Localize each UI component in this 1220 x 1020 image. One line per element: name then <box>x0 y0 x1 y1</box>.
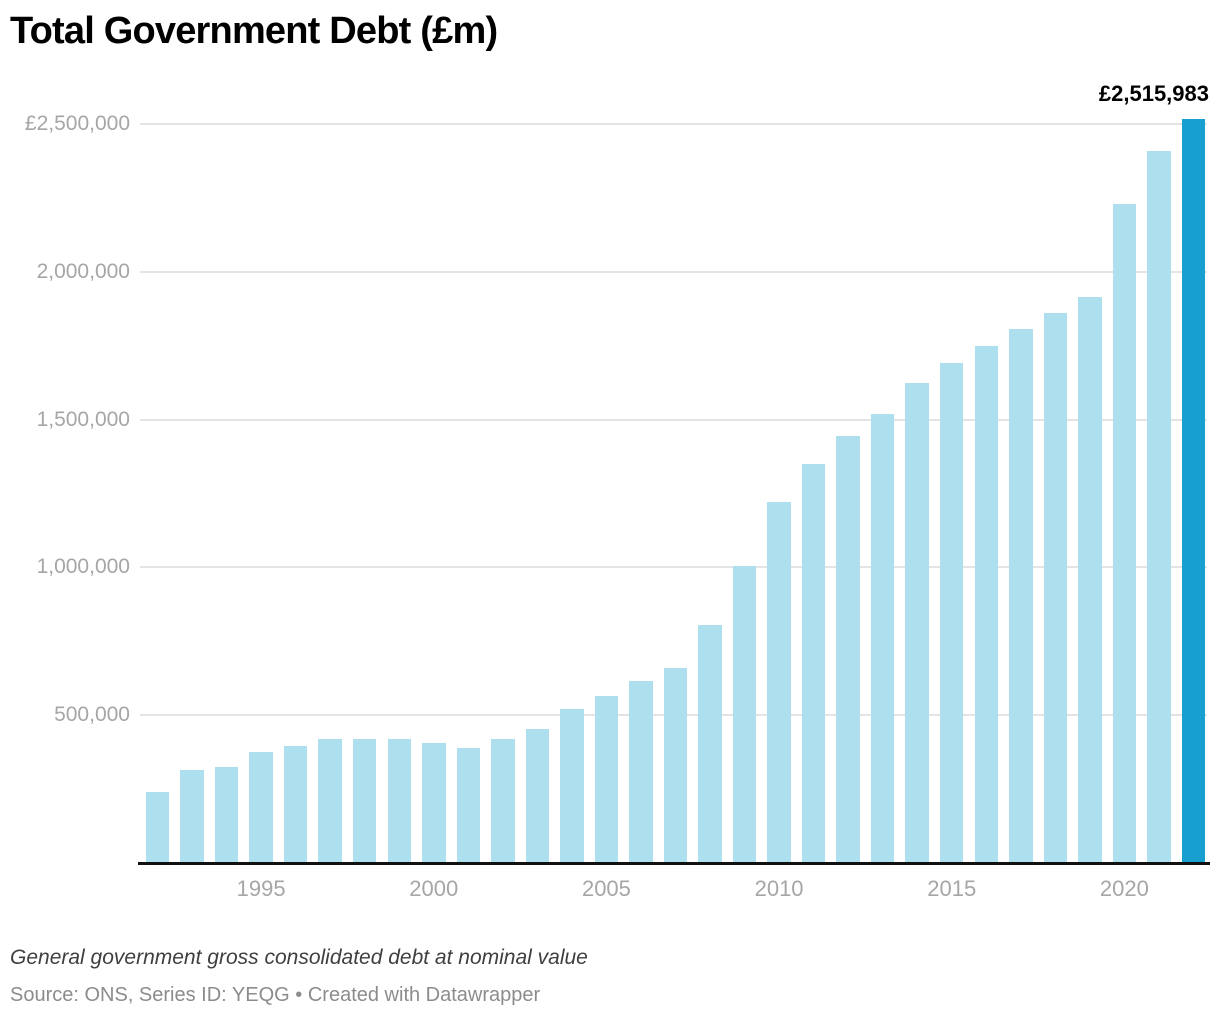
bar-2012[interactable] <box>836 435 860 864</box>
bar-2019[interactable] <box>1078 296 1102 864</box>
bar-2008[interactable] <box>698 625 722 864</box>
bar-1996[interactable] <box>283 746 308 864</box>
bar-1997[interactable] <box>318 738 342 864</box>
gridline-1000000 <box>140 566 1207 569</box>
bar-1994[interactable] <box>214 766 239 864</box>
x-axis-line <box>138 861 1210 865</box>
x-tick-label-2000: 2000 <box>409 876 459 901</box>
x-tick-label-2020: 2020 <box>1099 876 1149 901</box>
x-tick-label-2015: 2015 <box>927 876 977 901</box>
y-tick-label-500000: 500,000 <box>54 703 130 727</box>
bar-2006[interactable] <box>629 681 653 864</box>
bar-2002[interactable] <box>491 738 515 864</box>
bar-2004[interactable] <box>560 709 584 864</box>
bar-1995[interactable] <box>249 752 273 864</box>
bar-2021[interactable] <box>1147 150 1171 864</box>
bar-1998[interactable] <box>352 738 377 864</box>
chart-description: General government gross consolidated de… <box>10 946 588 969</box>
chart-title: Total Government Debt (£m) <box>10 10 498 52</box>
y-tick-label-1500000: 1,500,000 <box>36 407 130 431</box>
chart-source: Source: ONS, Series ID: YEQG • Created w… <box>10 984 541 1006</box>
bar-2007[interactable] <box>663 667 688 864</box>
bar-2016[interactable] <box>974 345 999 864</box>
bar-1993[interactable] <box>180 769 204 864</box>
y-tick-label-2500000: £2,500,000 <box>24 112 130 135</box>
bar-2020[interactable] <box>1112 203 1137 864</box>
bar-2010[interactable] <box>767 502 791 864</box>
gridline-1500000 <box>140 418 1207 421</box>
gridline-2500000 <box>140 123 1207 125</box>
bar-2017[interactable] <box>1009 329 1033 864</box>
bar-1999[interactable] <box>387 738 411 864</box>
x-tick-label-1995: 1995 <box>236 876 286 901</box>
y-tick-label-2000000: 2,000,000 <box>36 259 130 283</box>
bar-2000[interactable] <box>422 743 446 864</box>
bar-2003[interactable] <box>525 728 550 864</box>
bar-2005[interactable] <box>594 695 619 864</box>
bar-1992[interactable] <box>145 792 170 864</box>
x-tick-label-2005: 2005 <box>581 876 631 901</box>
bar-2015[interactable] <box>939 363 964 864</box>
bar-2011[interactable] <box>801 463 826 864</box>
bar-2013[interactable] <box>870 413 895 864</box>
x-tick-label-2010: 2010 <box>754 876 804 901</box>
bar-2018[interactable] <box>1043 313 1068 864</box>
top-value-label: £2,515,983 <box>1098 81 1209 106</box>
bar-2014[interactable] <box>905 382 929 864</box>
gridline-2000000 <box>140 270 1207 273</box>
bar-2022[interactable] <box>1181 119 1206 864</box>
bar-2001[interactable] <box>456 747 481 864</box>
bar-2009[interactable] <box>732 565 757 864</box>
y-tick-label-1000000: 1,000,000 <box>36 555 130 579</box>
